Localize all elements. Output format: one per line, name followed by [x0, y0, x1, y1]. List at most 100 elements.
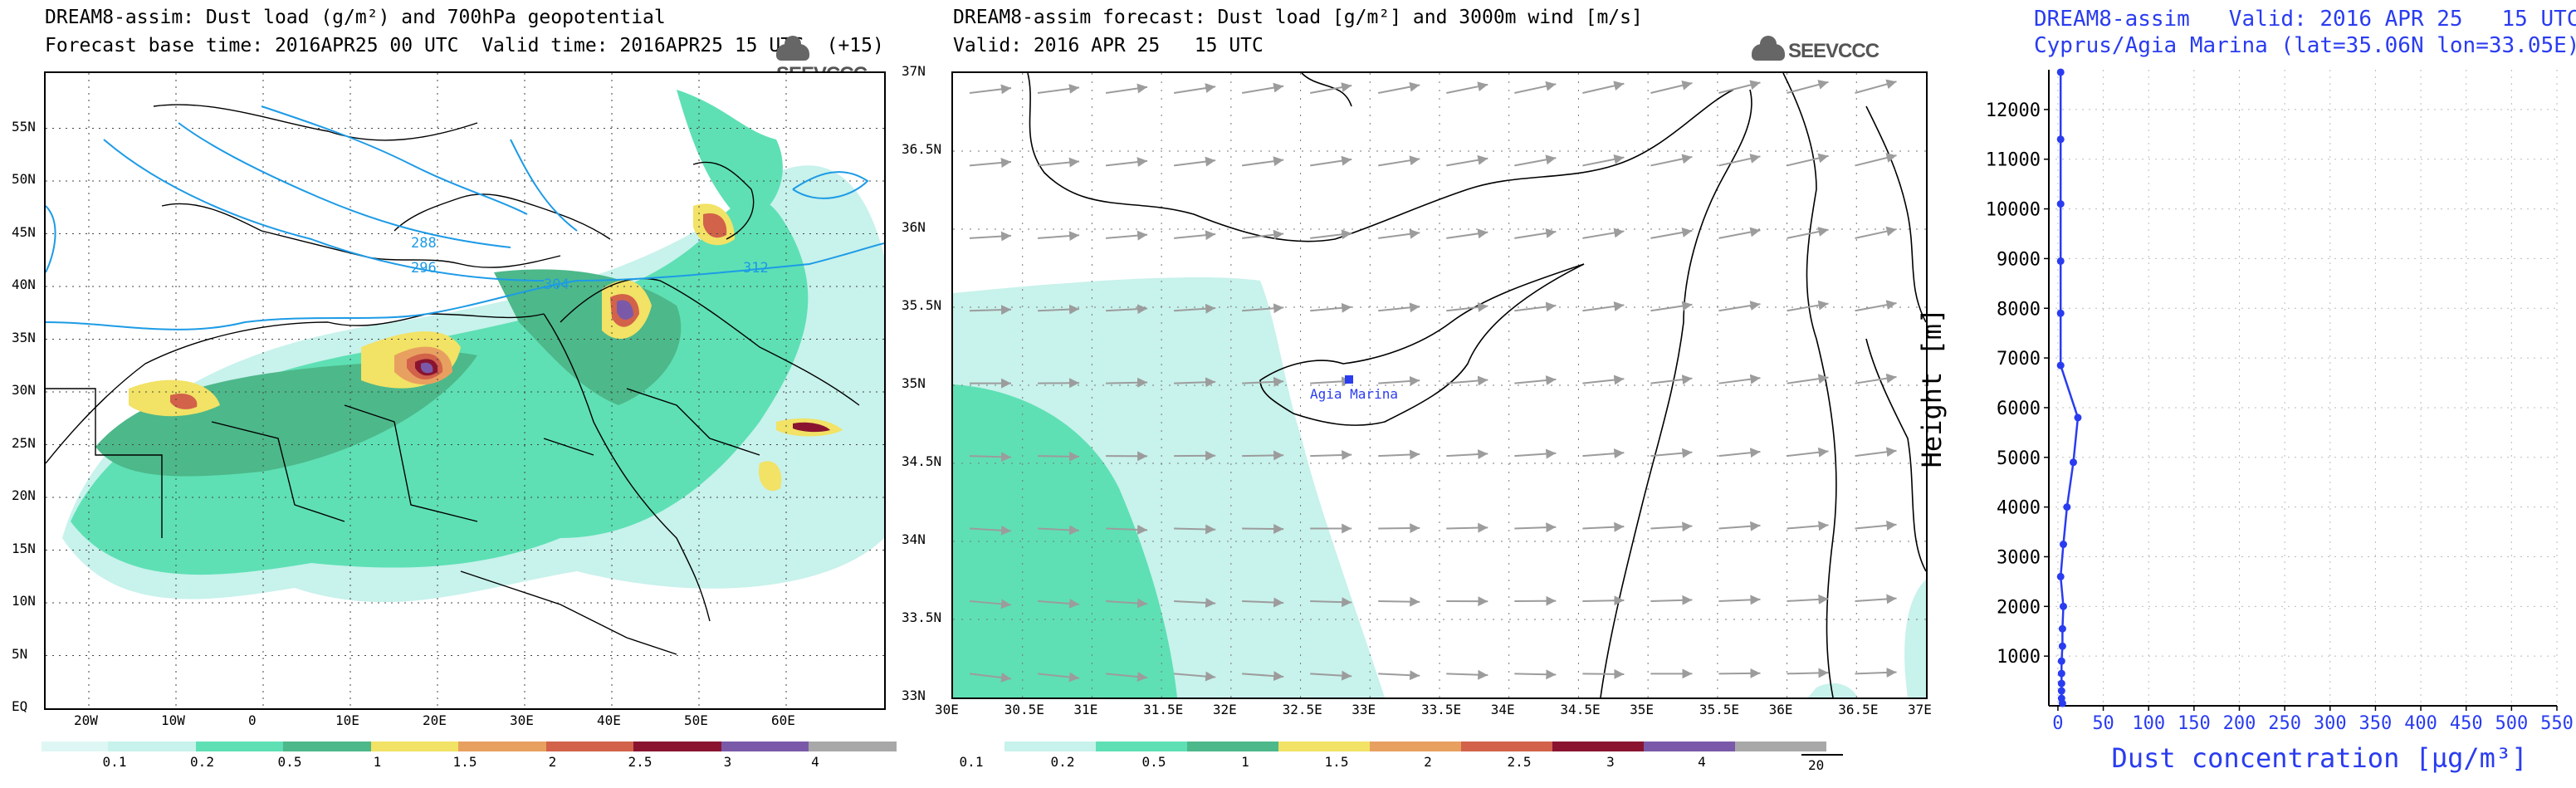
colorbar-label: 2	[1424, 754, 1432, 770]
wind-arrow	[1582, 526, 1624, 528]
wind-arrow	[1718, 378, 1760, 384]
wind-arrow	[1174, 86, 1215, 93]
wind-arrow	[1855, 155, 1897, 165]
colorbar-segment	[1552, 742, 1644, 751]
wind-arrow	[1514, 84, 1556, 93]
lat-tick-label: 35N	[12, 330, 36, 345]
coastline	[1601, 90, 1752, 697]
middle-map-svg: Agia Marina	[953, 73, 1926, 697]
contour-label: 304	[544, 277, 569, 293]
colorbar-label: 4	[1698, 754, 1706, 770]
colorbar-label: 2	[549, 754, 557, 770]
wind-arrow	[1787, 82, 1828, 93]
wind-arrow	[1718, 673, 1760, 674]
y-axis-label: Height [m]	[1916, 308, 1948, 468]
y-tick-label: 10000	[1986, 200, 2041, 221]
contour-line	[178, 123, 511, 247]
wind-arrow	[1242, 160, 1283, 166]
colorbar-label: 0.5	[1142, 754, 1166, 770]
x-tick-label: 0	[2052, 713, 2063, 734]
y-tick-label: 1000	[1997, 647, 2041, 668]
wind-arrow	[1855, 377, 1897, 384]
colorbar-segment	[42, 742, 108, 751]
middle-map-panel: DREAM8-assim forecast: Dust load [g/m²] …	[897, 0, 1893, 785]
wind-arrow	[1855, 303, 1897, 311]
wind-arrow	[1174, 160, 1215, 165]
colorbar-label: 1.5	[1325, 754, 1349, 770]
wind-arrow	[1718, 526, 1760, 529]
x-axis-label: Dust concentration [µg/m³]	[2112, 742, 2528, 774]
wind-arrow	[1855, 673, 1897, 674]
wind-arrow	[1514, 158, 1556, 165]
colorbar-label: 3	[724, 754, 732, 770]
colorbar-label: 2.5	[1508, 754, 1532, 770]
lat-tick-label: 25N	[12, 435, 36, 451]
lat-tick-label: 36.5N	[902, 141, 941, 157]
lon-tick-label: 20W	[74, 712, 98, 728]
wind-arrow	[1787, 451, 1828, 456]
cloud-icon	[776, 44, 809, 61]
wind-arrow	[1242, 455, 1283, 456]
colorbar-segment	[1735, 742, 1826, 751]
y-tick-label: 4000	[1997, 498, 2041, 519]
colorbar-label: 1	[374, 754, 382, 770]
lat-tick-label: 34.5N	[902, 453, 941, 469]
colorbar-segment	[1187, 742, 1278, 751]
wind-arrow	[970, 88, 1011, 93]
y-tick-label: 11000	[1986, 150, 2041, 171]
x-tick-label: 50	[2092, 713, 2114, 734]
colorbar-label: 1	[1241, 754, 1249, 770]
colorbar-label: 0.2	[1051, 754, 1075, 770]
contour-line	[104, 139, 544, 281]
wind-arrow	[1378, 380, 1420, 384]
lat-tick-label: 37N	[902, 63, 926, 79]
wind-arrow	[1855, 525, 1897, 529]
lon-tick-label: 31E	[1073, 702, 1097, 717]
colorbar-segment	[809, 742, 897, 751]
coastline	[154, 105, 477, 140]
profile-point	[2060, 603, 2067, 610]
lon-tick-label: 60E	[771, 712, 795, 728]
logo-text: SEEVCCC	[1788, 40, 1879, 62]
profile-point	[2057, 362, 2065, 370]
profile-panel: DREAM8-assim Valid: 2016 APR 25 15 UTC C…	[1893, 0, 2576, 785]
profile-point	[2058, 688, 2065, 695]
lon-tick-label: 36.5E	[1838, 702, 1878, 717]
lat-tick-label: 33N	[902, 688, 926, 703]
wind-arrow	[1650, 305, 1692, 311]
y-tick-label: 7000	[1997, 349, 2041, 370]
colorbar-label: 3	[1606, 754, 1615, 770]
colorbar-segment	[633, 742, 721, 751]
colorbar-segment	[1461, 742, 1552, 751]
wind-arrow	[1038, 87, 1079, 93]
lon-tick-label: 33E	[1352, 702, 1376, 717]
wind-arrow	[1855, 81, 1897, 93]
profile-title: DREAM8-assim Valid: 2016 APR 25 15 UTC	[2034, 7, 2576, 32]
wind-arrow	[1650, 83, 1692, 93]
profile-point	[2057, 200, 2065, 208]
wind-arrow	[1446, 453, 1488, 456]
wind-arrow	[1446, 527, 1488, 528]
colorbar-segment	[196, 742, 284, 751]
wind-arrow	[1038, 456, 1079, 457]
wind-arrow	[1855, 229, 1897, 238]
x-tick-label: 300	[2314, 713, 2347, 734]
wind-arrow	[1582, 673, 1624, 674]
profile-point	[2058, 670, 2065, 678]
lat-tick-label: 5N	[12, 646, 27, 662]
wind-arrow	[1650, 379, 1692, 384]
wind-arrow	[1718, 156, 1760, 165]
lat-tick-label: 40N	[12, 277, 36, 292]
colorbar-label: 0.2	[190, 754, 214, 770]
colorbar-label: 0.1	[960, 754, 984, 770]
x-tick-label: 250	[2268, 713, 2301, 734]
wind-arrow	[1446, 159, 1488, 166]
lon-tick-label: 30E	[935, 702, 959, 717]
wind-arrow	[1787, 525, 1828, 528]
left-map-panel: DREAM8-assim: Dust load (g/m²) and 700hP…	[0, 0, 897, 785]
wind-arrow	[1242, 233, 1283, 237]
profile-point	[2063, 503, 2070, 511]
middle-map-title: DREAM8-assim forecast: Dust load [g/m²] …	[953, 7, 1643, 28]
coastline	[1028, 73, 1733, 242]
